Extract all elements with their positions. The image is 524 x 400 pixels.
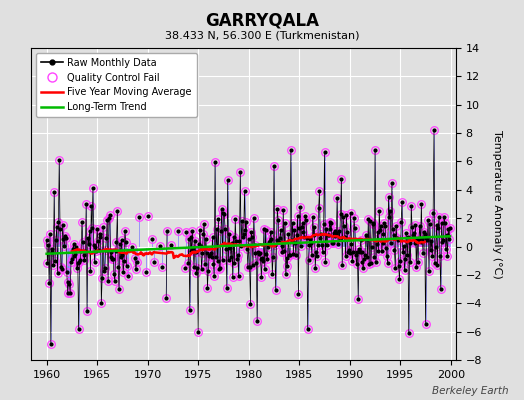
Text: GARRYQALA: GARRYQALA	[205, 12, 319, 30]
Text: 38.433 N, 56.300 E (Turkmenistan): 38.433 N, 56.300 E (Turkmenistan)	[165, 30, 359, 40]
Y-axis label: Temperature Anomaly (°C): Temperature Anomaly (°C)	[492, 130, 501, 278]
Text: Berkeley Earth: Berkeley Earth	[432, 386, 508, 396]
Legend: Raw Monthly Data, Quality Control Fail, Five Year Moving Average, Long-Term Tren: Raw Monthly Data, Quality Control Fail, …	[36, 53, 197, 117]
